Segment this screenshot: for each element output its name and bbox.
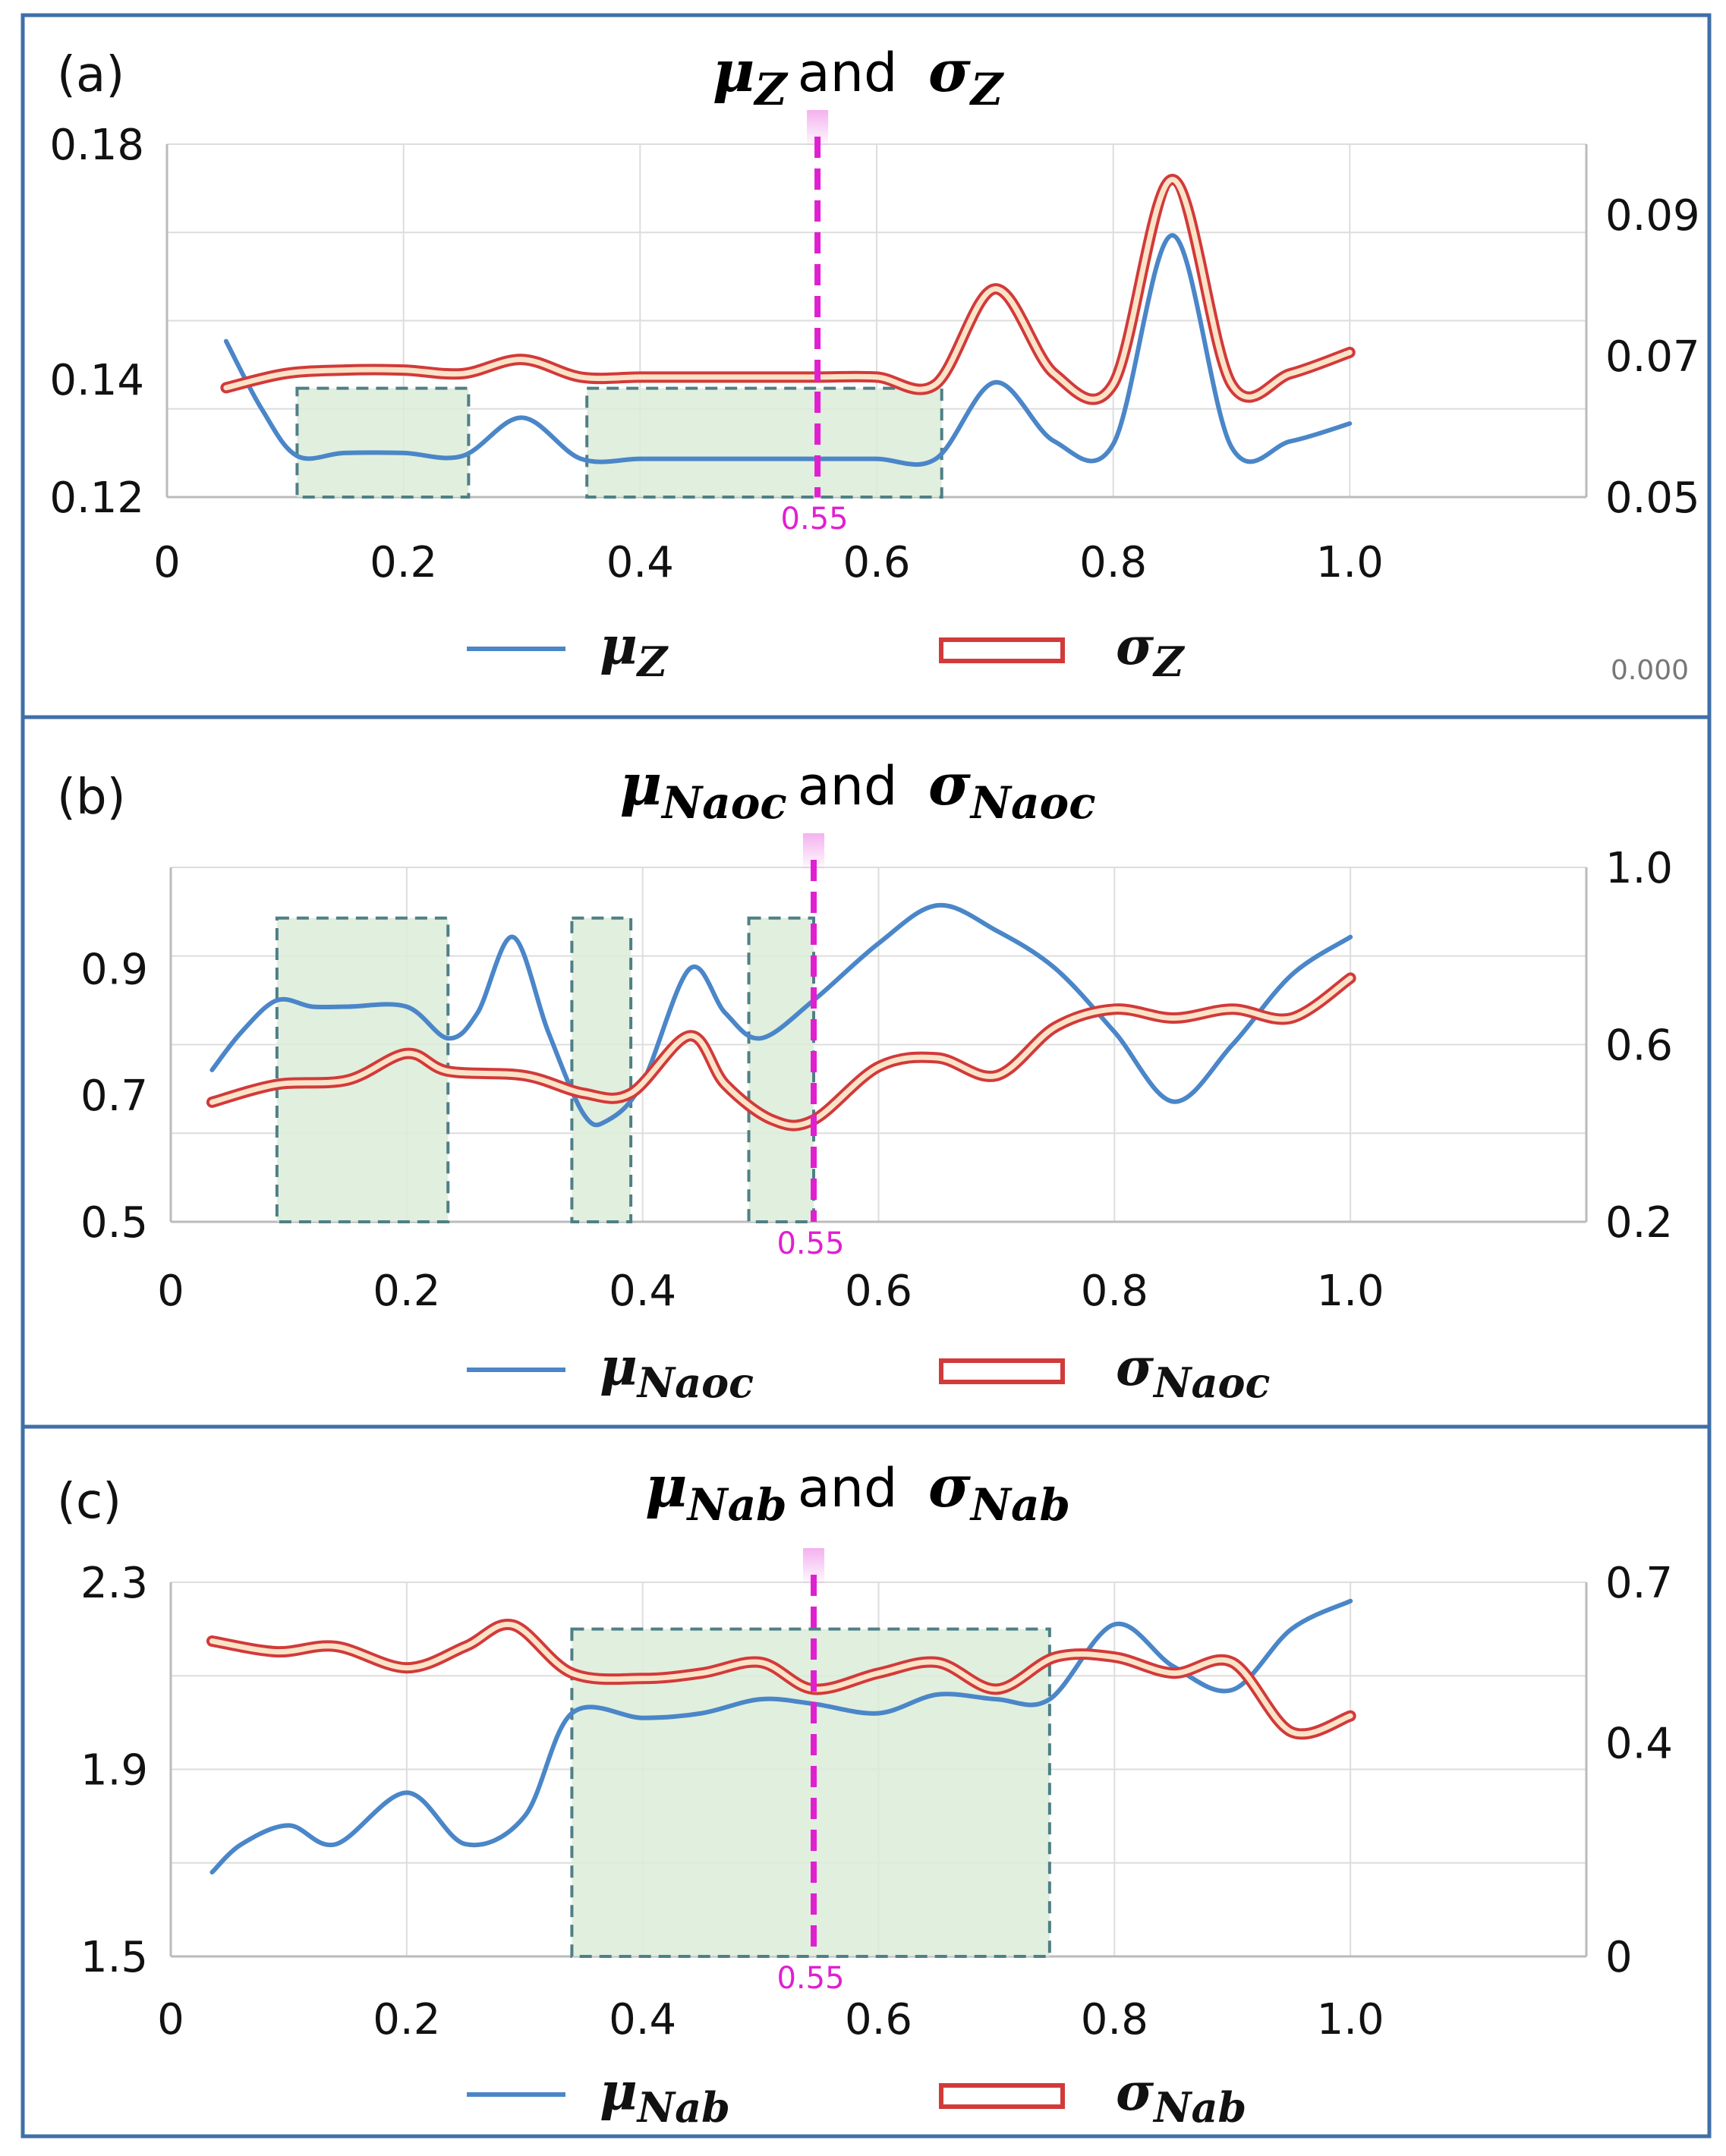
y-left-tick-label: 2.3 bbox=[80, 1559, 148, 1608]
x-tick-label: 0.6 bbox=[843, 538, 910, 587]
legend-mu-label: μNaoc bbox=[600, 1337, 754, 1407]
highlight-region bbox=[295, 386, 471, 499]
panel-tag: (a) bbox=[57, 47, 124, 103]
y-left-tick-label: 0.14 bbox=[49, 356, 144, 405]
x-tick-label: 0 bbox=[157, 1267, 184, 1316]
panel-1: (b) μNaoc and σNaoc 0.55 0 0.2 0.4 0.6 0.8 1.0 0.5… bbox=[20, 715, 1712, 1429]
x-tick-label: 0.2 bbox=[373, 1267, 440, 1316]
x-tick-label: 0.4 bbox=[606, 538, 674, 587]
legend-mu-label: μNab bbox=[600, 2062, 730, 2132]
y-right-tick-label: 0.07 bbox=[1605, 332, 1700, 382]
y-right-tick-label: 0.4 bbox=[1605, 1719, 1673, 1768]
x-tick-label: 0 bbox=[157, 1995, 184, 2044]
panel-tag: (b) bbox=[57, 770, 126, 826]
x-tick-label: 0.4 bbox=[609, 1267, 676, 1316]
legend-sigma-swatch bbox=[939, 1358, 1065, 1384]
sigma-series-line-inner bbox=[209, 975, 1353, 1128]
sigma-series-line-inner bbox=[209, 1621, 1353, 1737]
x-tick-label: 0.6 bbox=[845, 1267, 912, 1316]
x-tick-label: 0.4 bbox=[609, 1995, 676, 2044]
y-right-tick-label: 0.7 bbox=[1605, 1559, 1673, 1608]
chart-title: μNab and σNab bbox=[645, 1453, 1070, 1531]
marker-label: 0.55 bbox=[776, 1226, 844, 1261]
y-left-tick-label: 0.7 bbox=[80, 1072, 148, 1121]
y-right-tick-label: 1.0 bbox=[1605, 844, 1673, 893]
panel-0: (a) μZ and σZ 0.55 0 0.2 0.4 0.6 0.8 1.0 0.12 0.14 0… bbox=[20, 13, 1712, 719]
legend-sigma-label: σZ bbox=[1116, 616, 1186, 686]
x-tick-label: 0.2 bbox=[370, 538, 437, 587]
y-right-tick-label: 0 bbox=[1605, 1933, 1633, 1982]
y-right-tick-label: 0.09 bbox=[1605, 191, 1700, 241]
mu-series-line bbox=[223, 233, 1353, 467]
x-tick-label: 1.0 bbox=[1317, 1267, 1384, 1316]
x-tick-label: 0.6 bbox=[845, 1995, 912, 2044]
x-tick-label: 0.8 bbox=[1079, 538, 1147, 587]
legend-sigma-swatch bbox=[939, 2083, 1065, 2109]
mu-series-line bbox=[209, 1598, 1353, 1875]
marker-label: 0.55 bbox=[776, 1961, 844, 1996]
x-tick-label: 1.0 bbox=[1316, 538, 1384, 587]
y-left-tick-label: 0.12 bbox=[49, 474, 144, 523]
y-left-tick-label: 1.5 bbox=[80, 1933, 148, 1982]
marker-label: 0.55 bbox=[781, 502, 849, 537]
highlight-region bbox=[585, 386, 943, 499]
legend-sigma-swatch bbox=[939, 637, 1065, 663]
chart-title: μZ and σZ bbox=[713, 37, 1005, 115]
chart-title: μNaoc and σNaoc bbox=[619, 751, 1095, 829]
panel-frame bbox=[20, 1424, 1712, 2139]
y-left-tick-label: 0.9 bbox=[80, 945, 148, 994]
x-tick-label: 1.0 bbox=[1317, 1995, 1384, 2044]
legend-mu-label: μZ bbox=[600, 616, 669, 686]
legend-sigma-label: σNab bbox=[1116, 2062, 1246, 2132]
y-right-tick-label: 0.2 bbox=[1605, 1198, 1673, 1248]
y-left-tick-label: 0.18 bbox=[49, 121, 144, 170]
legend-sigma-label: σNaoc bbox=[1116, 1337, 1270, 1407]
sigma-series-line-inner bbox=[223, 177, 1353, 402]
y-right-tick-label: 0.6 bbox=[1605, 1021, 1673, 1071]
legend: μNab σNab bbox=[467, 2062, 1246, 2132]
x-tick-label: 0.8 bbox=[1081, 1267, 1148, 1316]
legend: μNaoc σNaoc bbox=[467, 1337, 1270, 1407]
highlight-region bbox=[570, 916, 633, 1223]
y-left-tick-label: 0.5 bbox=[80, 1198, 148, 1248]
corner-label: 0.000 bbox=[1611, 655, 1689, 686]
mu-series-line bbox=[209, 902, 1353, 1128]
x-tick-label: 0.2 bbox=[373, 1995, 440, 2044]
highlight-region bbox=[747, 916, 816, 1223]
x-tick-label: 0 bbox=[153, 538, 181, 587]
y-right-tick-label: 0.05 bbox=[1605, 474, 1700, 523]
legend: μZ σZ bbox=[467, 616, 1186, 686]
panel-tag: (c) bbox=[57, 1474, 121, 1530]
y-left-tick-label: 1.9 bbox=[80, 1746, 148, 1796]
x-tick-label: 0.8 bbox=[1081, 1995, 1148, 2044]
panel-2: (c) μNab and σNab 0.55 0 0.2 0.4 0.6 0.8 1.0 1.5 1.… bbox=[20, 1424, 1712, 2139]
